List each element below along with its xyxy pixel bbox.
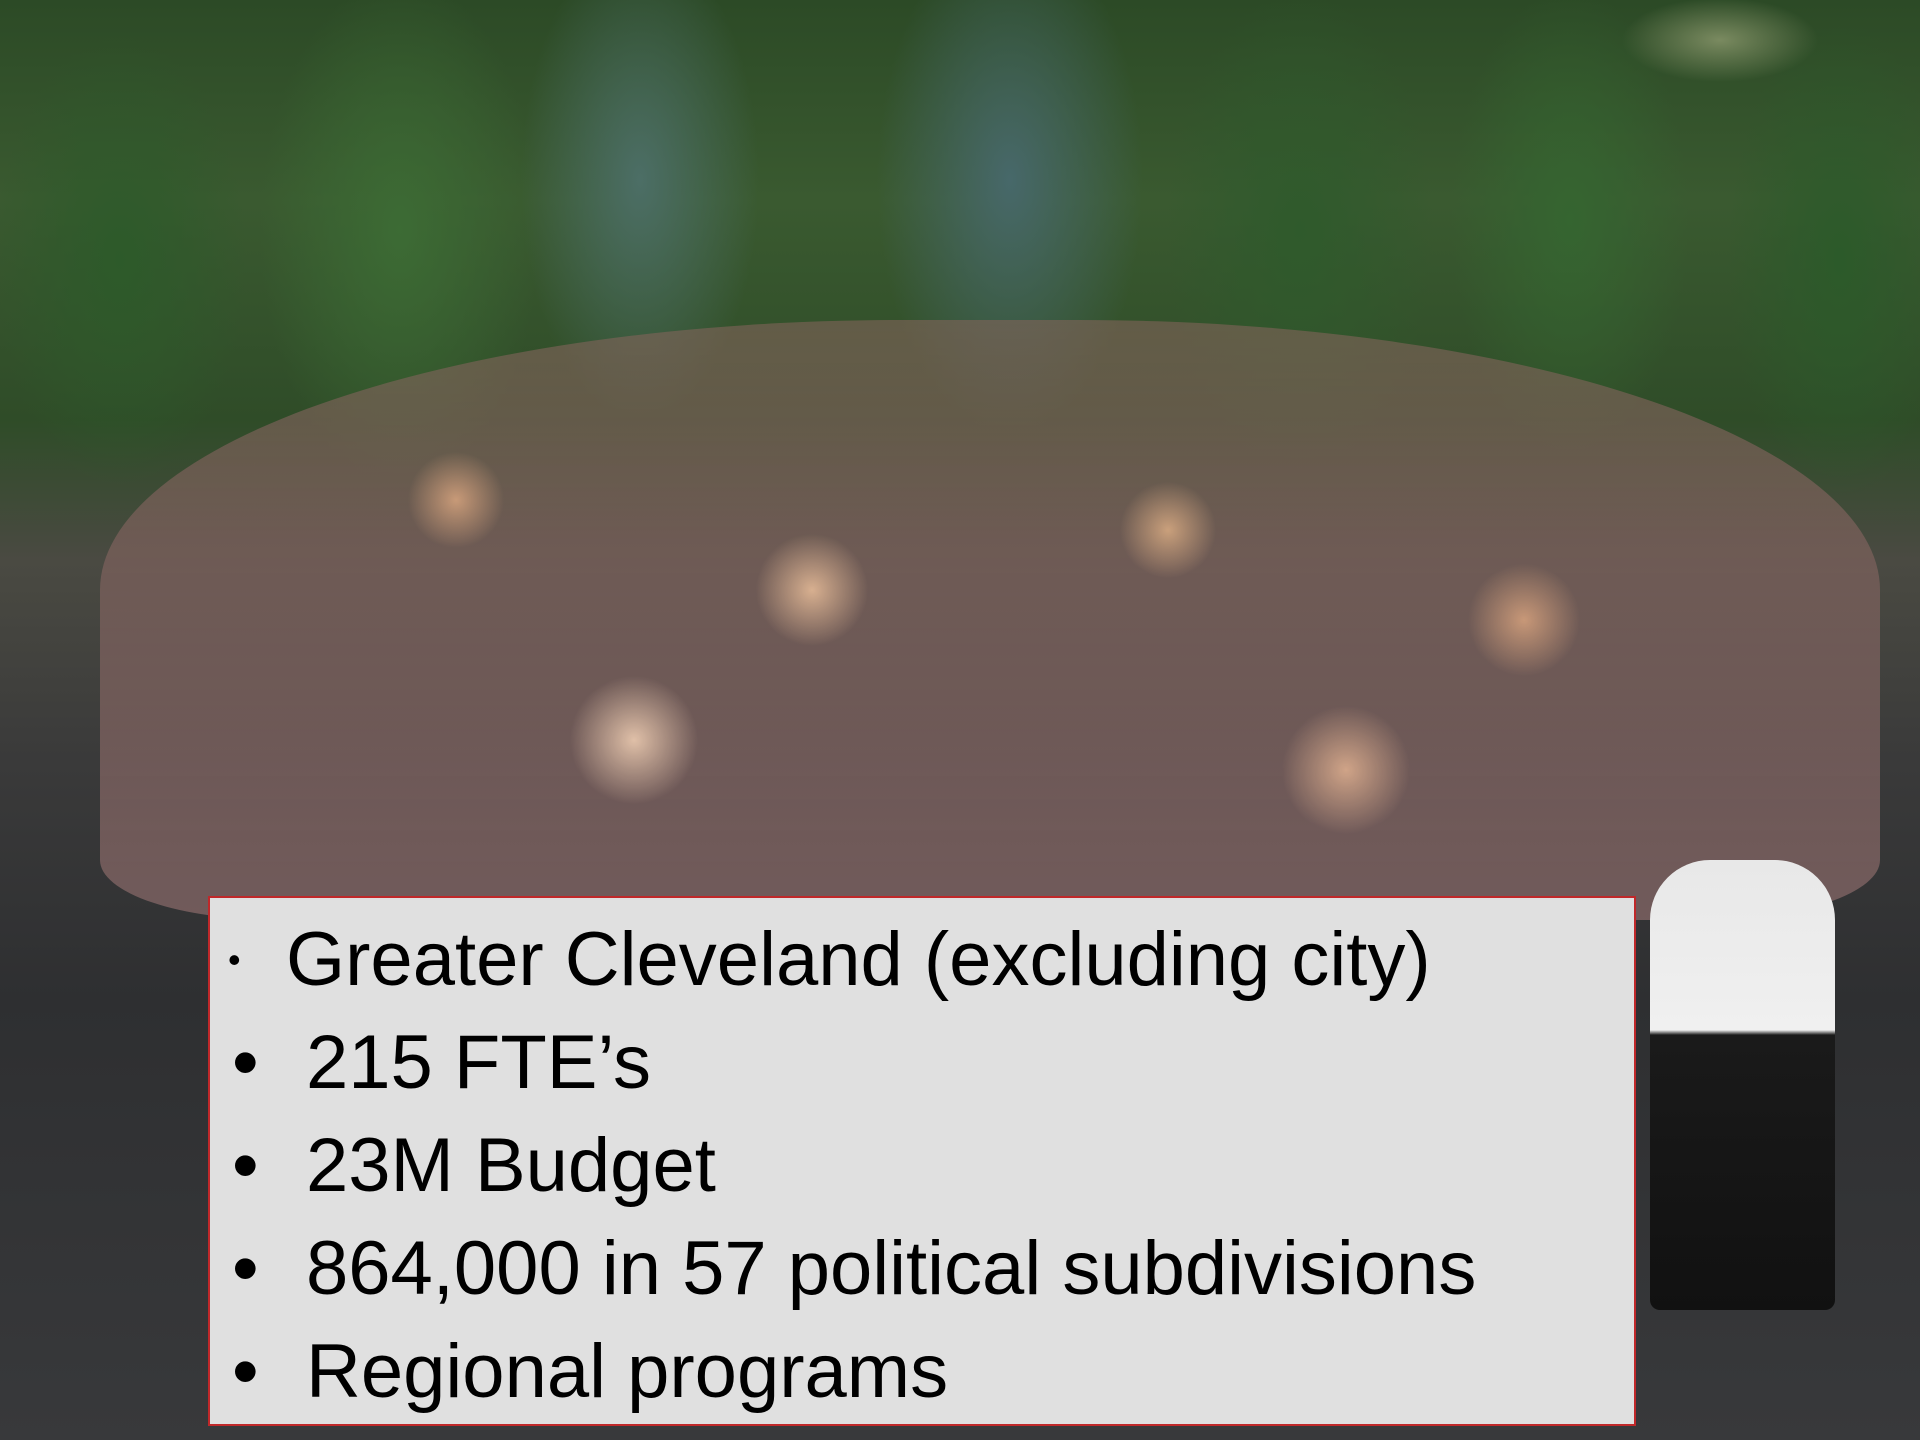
bullet-text: Greater Cleveland (excluding city): [286, 917, 1431, 1002]
bullet-row: • Greater Cleveland (excluding city): [210, 908, 1630, 1011]
bullet-row: • 23M Budget: [210, 1114, 1630, 1217]
text-box: • Greater Cleveland (excluding city) • 215…: [208, 896, 1636, 1426]
background-person: [1650, 860, 1835, 1310]
bullet: •: [232, 1123, 259, 1208]
bullet-text: 23M Budget: [306, 1123, 716, 1208]
bullet: •: [228, 939, 241, 980]
bullet-row: • 864,000 in 57 political subdivisions: [210, 1217, 1630, 1320]
bullet: •: [232, 1226, 259, 1311]
bullet-text: Regional programs: [306, 1329, 949, 1414]
bullet: •: [232, 1329, 259, 1414]
bullet-row: • Regional programs: [210, 1320, 1630, 1423]
bullet-text: 864,000 in 57 political subdivisions: [306, 1226, 1477, 1311]
bullet-row: • 215 FTE’s: [210, 1011, 1630, 1114]
bullet-text: 215 FTE’s: [306, 1020, 651, 1105]
background-crowd: [100, 320, 1880, 920]
bullet: •: [232, 1020, 259, 1105]
